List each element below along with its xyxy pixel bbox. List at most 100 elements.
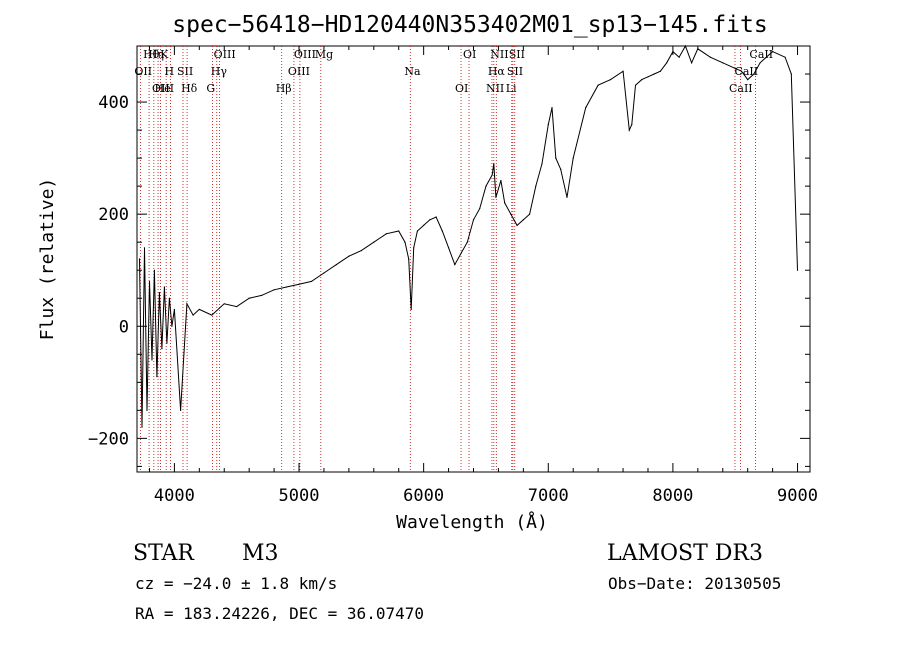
line-marker-label: SII <box>507 65 523 78</box>
line-marker-label: OI <box>455 82 468 95</box>
line-marker-label: OIII <box>152 82 174 95</box>
x-tick-label: 8000 <box>652 486 693 506</box>
spectrum-point <box>622 70 624 72</box>
spectrum-point <box>485 185 487 187</box>
y-axis: −200 0 200 400 <box>88 45 810 467</box>
spectrum-point <box>385 233 387 235</box>
x-tick-label: 9000 <box>777 486 818 506</box>
line-marker-label: Hθ <box>143 48 160 61</box>
spectrum-point <box>796 269 799 271</box>
object-subclass: M3 <box>242 541 279 566</box>
spectrum-point <box>151 359 153 361</box>
spectrum-point <box>678 56 680 58</box>
spectrum-point <box>156 376 158 378</box>
spectrum-point <box>423 224 425 226</box>
spectrum-point <box>166 342 168 344</box>
spectrum-point <box>435 216 437 218</box>
line-marker-label: CaII <box>729 82 753 95</box>
spectrum-point <box>163 286 166 288</box>
survey-label: LAMOST DR3 <box>607 541 763 566</box>
spectrum-point <box>555 157 557 159</box>
spectrum-point <box>522 219 524 221</box>
spectrum-point <box>547 123 549 126</box>
spectrum-point <box>493 163 495 165</box>
spectrum-point <box>441 230 443 232</box>
line-marker-label: Hγ <box>211 65 228 78</box>
spectrum-point <box>597 84 599 86</box>
spectrum-point <box>491 174 493 176</box>
spectrum-point <box>335 264 338 266</box>
spectrum-point <box>631 123 633 126</box>
spectrum-point <box>273 289 275 291</box>
spectrum-point <box>408 258 410 260</box>
line-marker-label: SII <box>509 48 525 61</box>
line-marker-label: Li <box>506 82 517 95</box>
line-marker-label: CaII <box>734 65 758 78</box>
spectrum-point <box>186 303 188 305</box>
spectrum-point <box>585 107 587 109</box>
spectrum-point <box>285 286 288 288</box>
spectrum-point <box>236 306 238 308</box>
spectrum-point <box>141 426 143 428</box>
line-marker-label: He <box>155 82 171 95</box>
spectrum-point <box>790 73 792 75</box>
spectrum-point <box>373 241 375 243</box>
line-marker-label: Hα <box>488 65 506 78</box>
spectrum-point <box>261 294 263 297</box>
spectrum-point <box>148 280 151 283</box>
spectrum-point <box>171 325 173 327</box>
x-axis-label: Wavelength (Å) <box>396 511 548 533</box>
spectrum-point <box>298 283 300 285</box>
spectrum-point <box>647 76 649 78</box>
line-marker-label: Hη <box>148 48 164 61</box>
spectrum-point <box>666 62 668 64</box>
line-marker-label: OIII <box>214 48 236 61</box>
spectrum-point <box>410 308 412 311</box>
spectrum-point <box>173 308 175 311</box>
y-tick-label: 200 <box>98 205 129 225</box>
spectrum-point <box>634 84 637 86</box>
line-marker-label: NII <box>486 82 504 95</box>
plot-frame <box>136 45 811 473</box>
x-tick-label: 7000 <box>528 486 569 506</box>
spectrum-point <box>466 241 468 243</box>
line-marker-label: OIII <box>294 48 316 61</box>
redshift-text: cz = −24.0 ± 1.8 km/s <box>135 574 337 593</box>
line-marker-label: Na <box>404 65 421 78</box>
line-marker-label: OIII <box>288 65 310 78</box>
spectrum-point <box>323 272 325 274</box>
spectrum-point <box>759 62 761 64</box>
spectrum-point <box>310 280 313 283</box>
spectrum-point <box>684 45 686 47</box>
line-marker-label: Mg <box>315 48 333 61</box>
spectrum-point <box>447 247 450 249</box>
chart-title: spec−56418−HD120440N353402M01_sp13−145.f… <box>172 12 767 38</box>
spectrum-point <box>158 292 161 294</box>
spectrum-point <box>784 56 786 58</box>
spectrum-point <box>510 213 512 215</box>
spectrum-point <box>535 185 537 187</box>
line-marker-label: OII <box>134 65 152 78</box>
y-tick-label: −200 <box>88 429 129 449</box>
spectrum-point <box>429 219 431 221</box>
spectrum-point <box>516 224 518 226</box>
spectrum-point <box>772 51 774 53</box>
spectrum-point <box>248 297 250 299</box>
spectrum-point <box>641 79 643 81</box>
spectrum-point <box>153 269 156 271</box>
spectrum-point <box>472 219 475 221</box>
spectrum-point <box>143 247 146 249</box>
spectrum-point <box>348 255 350 257</box>
spectrum-point <box>566 196 568 198</box>
line-marker-label: CaII <box>749 48 773 61</box>
spectrum-series-line <box>139 44 798 428</box>
spectrum-point <box>168 297 171 299</box>
spectrum-point <box>551 107 553 109</box>
spectrum-point <box>454 264 456 266</box>
spectrum-point <box>161 348 163 350</box>
line-marker-label: OI <box>463 48 476 61</box>
x-tick-label: 5000 <box>279 486 320 506</box>
line-marker-label: G <box>206 82 215 95</box>
spectrum-point <box>495 196 497 198</box>
